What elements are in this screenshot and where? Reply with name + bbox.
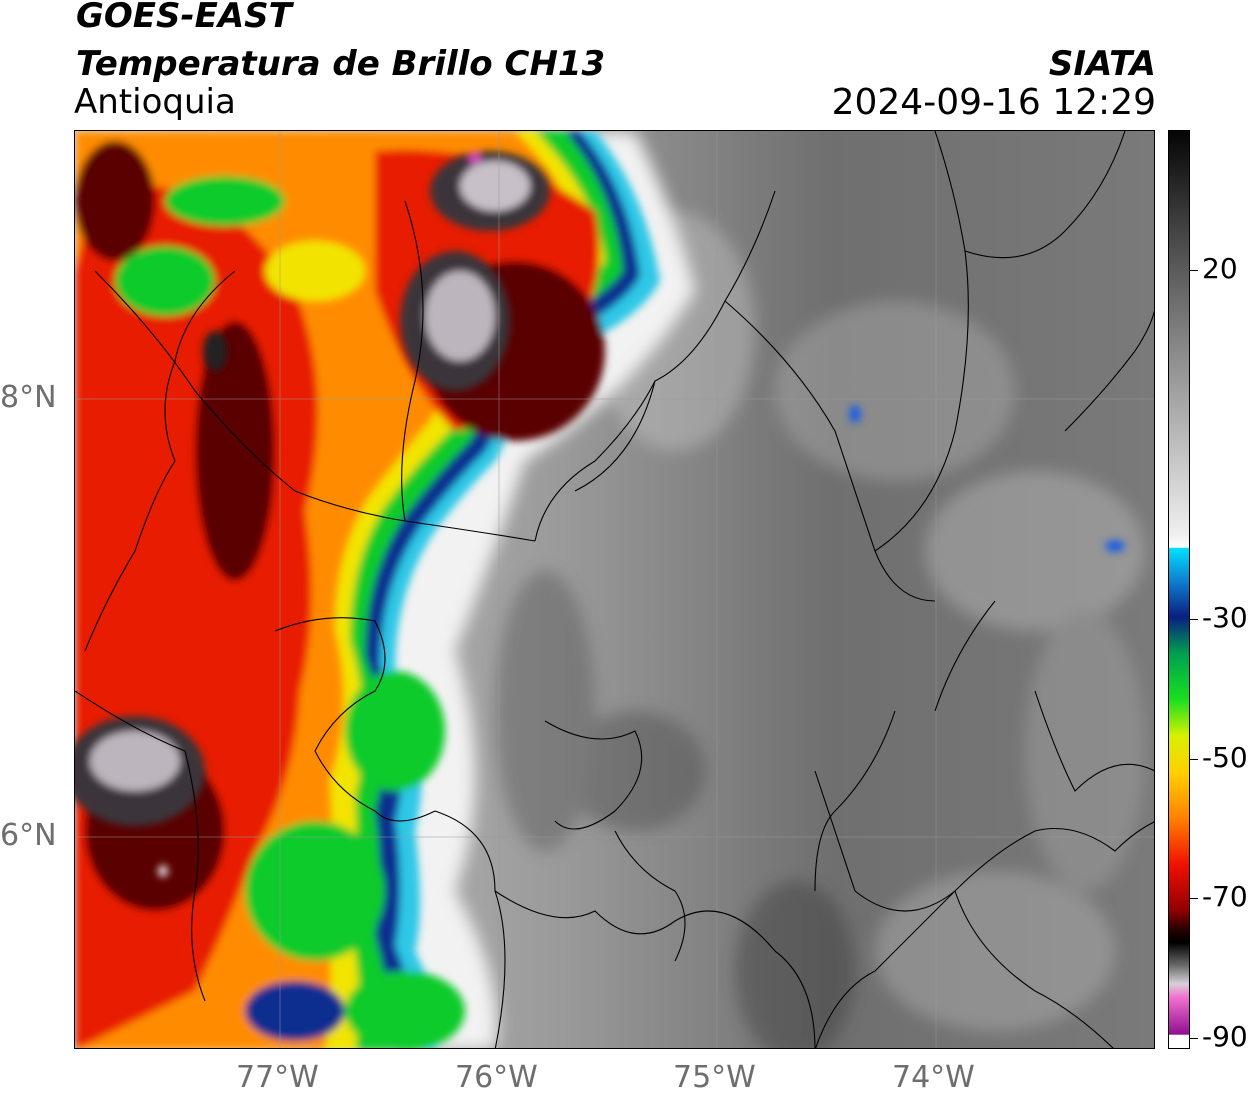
satellite-map[interactable] — [74, 130, 1155, 1049]
lon-label-77w: 77°W — [236, 1060, 319, 1095]
agency-label: SIATA — [1048, 44, 1156, 84]
colorbar-label-20: 20 — [1202, 252, 1238, 285]
title-satellite: GOES-EAST — [76, 0, 292, 36]
colorbar-label-minus50: -50 — [1202, 741, 1248, 774]
colorbar-label-minus70: -70 — [1202, 880, 1248, 913]
lon-label-74w: 74°W — [892, 1060, 975, 1095]
colorbar-label-minus90: -90 — [1202, 1020, 1248, 1053]
colorbar-tick — [1190, 619, 1198, 620]
colorbar — [1168, 130, 1190, 1049]
colorbar-tick — [1190, 759, 1198, 760]
colorbar-label-minus30: -30 — [1202, 601, 1248, 634]
colorbar-tick — [1190, 1038, 1198, 1039]
administrative-boundaries — [75, 131, 1154, 1048]
cold-cloud-tops — [75, 151, 1125, 877]
colorbar-tick — [1190, 270, 1198, 271]
graticule — [75, 131, 1154, 1048]
title-region: Antioquia — [74, 82, 236, 122]
colorbar-tick — [1190, 898, 1198, 899]
lat-label-6n: 6°N — [0, 818, 57, 853]
lon-label-76w: 76°W — [455, 1060, 538, 1095]
title-product: Temperatura de Brillo CH13 — [76, 44, 606, 84]
lon-label-75w: 75°W — [673, 1060, 756, 1095]
lat-label-8n: 8°N — [0, 380, 57, 415]
datetime-label: 2024-09-16 12:29 — [831, 82, 1156, 123]
